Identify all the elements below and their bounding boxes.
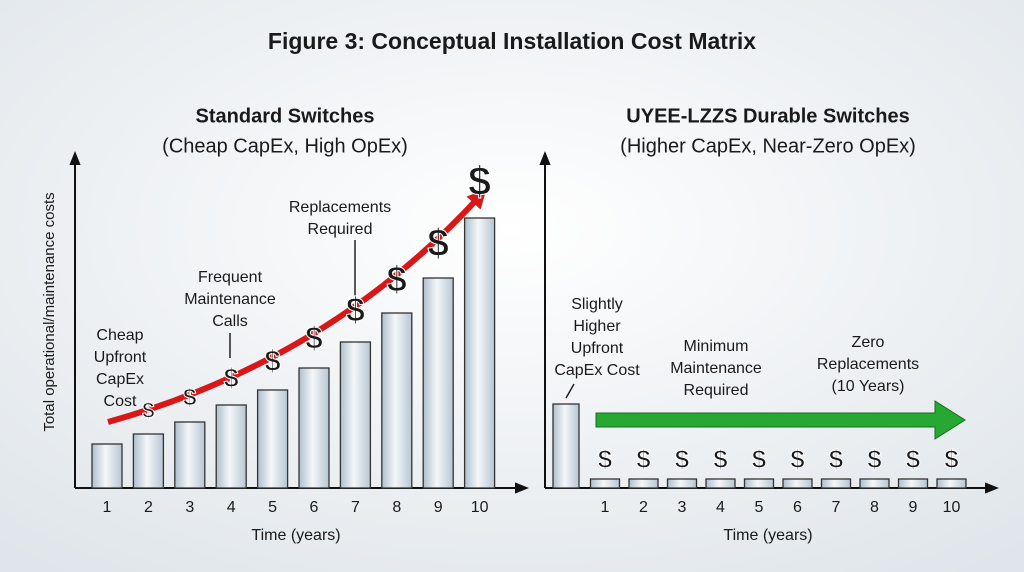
annotation: Maintenance (670, 360, 762, 377)
chart-subtitle: (Cheap CapEx, High OpEx) (162, 135, 408, 157)
bar (339, 341, 372, 489)
x-tick-label: 4 (716, 499, 725, 516)
leader-line (565, 383, 575, 399)
annotation: CapEx (96, 371, 144, 388)
annotation: Calls (212, 313, 248, 330)
bar (463, 217, 496, 489)
bar (132, 433, 165, 489)
annotation: Required (684, 382, 749, 399)
x-tick-label: 10 (943, 499, 961, 516)
trend-arrow (107, 188, 487, 425)
annotation: Upfront (571, 340, 624, 357)
x-axis-label: Time (years) (251, 527, 340, 544)
chart-subtitle: (Higher CapEx, Near-Zero OpEx) (620, 135, 916, 157)
bar (422, 277, 454, 489)
x-tick-label: 7 (351, 499, 360, 516)
flat-arrow (595, 400, 966, 440)
annotation: Minimum (684, 338, 749, 355)
bar (174, 421, 206, 489)
cost-icon: $ (675, 444, 690, 474)
x-tick-label: 7 (832, 499, 841, 516)
cost-icon: $ (468, 158, 491, 204)
y-axis-label: Total operational/maintenance costs (41, 192, 58, 431)
bar (936, 478, 967, 489)
chart-title: Standard Switches (196, 105, 375, 127)
x-tick-label: 6 (310, 499, 319, 516)
bar (666, 478, 698, 489)
bar (91, 443, 123, 489)
cost-icon: $ (305, 319, 323, 355)
annotation: Higher (573, 318, 621, 335)
x-tick-label: 3 (678, 499, 687, 516)
annotation: Replacements (817, 356, 919, 373)
bar (782, 478, 813, 489)
bar (589, 478, 621, 489)
cost-icon: $ (752, 444, 767, 474)
x-tick-label: 8 (870, 499, 879, 516)
x-tick-label: 1 (601, 499, 610, 516)
x-tick-label: 9 (909, 499, 918, 516)
cost-icon: $ (790, 444, 805, 474)
annotation: Frequent (198, 269, 263, 286)
annotation: Cheap (96, 327, 143, 344)
x-tick-label: 2 (639, 499, 648, 516)
bar (552, 403, 580, 489)
x-axis-label: Time (years) (723, 527, 812, 544)
cost-icon: $ (713, 444, 728, 474)
annotation: Upfront (94, 349, 147, 366)
bar (859, 478, 890, 489)
annotation: CapEx Cost (554, 362, 640, 379)
annotation: Required (308, 221, 373, 238)
annotation: Maintenance (184, 291, 276, 308)
cost-icon: $ (829, 444, 844, 474)
cost-icon: $ (944, 444, 959, 474)
bar (298, 367, 330, 489)
x-tick-label: 8 (392, 499, 401, 516)
cost-icon: $ (867, 444, 882, 474)
x-tick-label: 1 (103, 499, 112, 516)
bar (256, 389, 289, 489)
x-tick-label: 5 (268, 499, 277, 516)
cost-icon: $ (636, 444, 651, 474)
annotation: Cost (104, 393, 137, 410)
cost-icon: $ (598, 444, 613, 474)
x-tick-label: 10 (471, 499, 489, 516)
cost-icon: $ (264, 346, 280, 378)
x-tick-label: 9 (434, 499, 443, 516)
cost-icon: $ (427, 222, 449, 265)
bar (743, 478, 775, 489)
x-tick-label: 3 (185, 499, 194, 516)
bar (705, 478, 736, 489)
bar (215, 404, 247, 489)
x-tick-label: 6 (793, 499, 802, 516)
cost-icon: $ (224, 363, 239, 393)
x-tick-label: 5 (755, 499, 764, 516)
annotation: Slightly (571, 296, 623, 313)
bar (381, 312, 413, 489)
x-tick-label: 4 (227, 499, 236, 516)
annotation: Zero (852, 334, 885, 351)
x-tick-label: 2 (144, 499, 153, 516)
annotation: Replacements (289, 199, 391, 216)
cost-icon: $ (906, 444, 921, 474)
bar (820, 478, 852, 489)
bar (628, 478, 659, 489)
cost-icon: $ (142, 398, 154, 423)
cost-icon: $ (387, 259, 407, 300)
cost-icon: $ (346, 291, 365, 329)
annotation: (10 Years) (832, 378, 905, 395)
bar (897, 478, 929, 489)
cost-icon: $ (183, 384, 197, 411)
chart-title: UYEE-LZZS Durable Switches (626, 105, 909, 127)
figure-title: Figure 3: Conceptual Installation Cost M… (268, 28, 756, 54)
